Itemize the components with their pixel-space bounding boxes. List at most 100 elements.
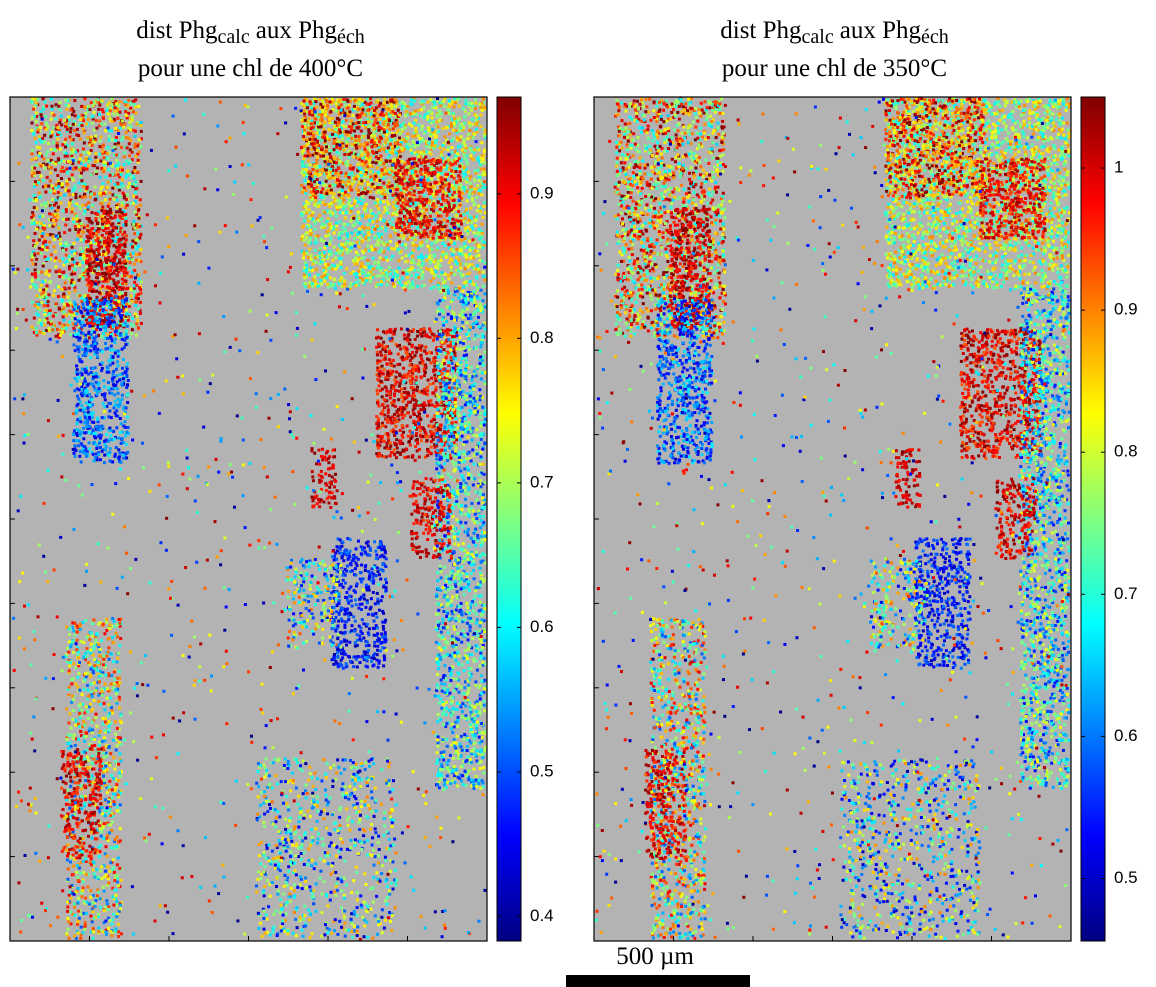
map-pixel [314,228,317,231]
map-pixel [368,159,371,162]
map-pixel [118,214,121,217]
map-pixel [78,329,81,332]
map-pixel [377,261,380,264]
map-pixel [368,265,371,268]
scale-bar-label: 500 µm [616,943,694,970]
map-pixel [469,182,472,185]
map-pixel [64,281,67,284]
map-pixel [468,121,471,124]
map-pixel [101,108,104,111]
map-pixel [331,98,334,101]
map-pixel [477,254,480,257]
map-pixel [341,226,344,229]
map-pixel [125,386,128,389]
map-pixel [458,187,461,190]
map-pixel [464,227,467,230]
map-pixel [107,157,110,160]
map-pixel [307,186,310,189]
map-pixel [112,370,115,373]
map-pixel [465,159,468,162]
map-pixel [115,210,118,213]
map-pixel [97,227,100,230]
map-pixel [83,351,86,354]
map-pixel [403,107,406,110]
map-pixel [77,161,80,164]
map-pixel [450,266,453,269]
map-pixel [75,133,78,136]
map-pixel [44,272,47,275]
map-pixel [87,411,90,414]
map-pixel [116,304,119,307]
map-pixel [350,210,353,213]
map-pixel [430,271,433,274]
map-pixel [67,116,70,119]
map-pixel [108,291,111,294]
map-pixel [97,243,100,246]
map-pixel [453,117,456,120]
map-pixel [101,202,104,205]
map-pixel [92,250,95,253]
map-pixel [65,248,68,251]
map-pixel [398,267,401,270]
map-pixel [69,130,72,133]
map-pixel [305,267,308,270]
map-pixel [79,417,82,420]
map-pixel [134,304,137,307]
map-pixel [63,119,66,122]
map-pixel [125,343,128,346]
map-pixel [468,240,471,243]
map-pixel [80,238,83,241]
map-pixel [360,174,363,177]
map-pixel [31,101,34,104]
map-pixel [383,243,386,246]
map-pixel [47,142,50,145]
map-pixel [59,109,62,112]
map-pixel [32,283,35,286]
map-pixel [379,269,382,272]
map-pixel [121,169,124,172]
map-pixel [76,319,79,322]
map-pixel [301,214,304,217]
map-pixel [401,128,404,131]
map-pixel [131,300,134,303]
map-pixel [34,304,37,307]
map-pixel [98,247,101,250]
map-pixel [121,295,124,298]
map-pixel [108,286,111,289]
map-pixel [458,105,461,108]
map-pixel [67,277,70,280]
map-pixel [389,115,392,118]
map-pixel [94,186,97,189]
map-pixel [411,241,414,244]
map-pixel [448,100,451,103]
map-pixel [61,331,64,334]
map-pixel [111,217,114,220]
map-pixel [478,271,481,274]
map-pixel [407,280,410,283]
map-pixel [421,274,424,277]
map-pixel [125,160,128,163]
map-pixel [303,276,306,279]
map-pixel [87,373,90,376]
map-pixel [310,232,313,235]
map-pixel [115,262,118,265]
map-pixel [308,281,311,284]
map-pixel [371,230,374,233]
map-pixel [456,152,459,155]
map-pixel [64,99,67,102]
map-pixel [112,229,115,232]
map-pixel [328,243,331,246]
map-pixel [134,135,137,138]
map-pixel [320,239,323,242]
map-pixel [40,271,43,274]
map-pixel [34,137,37,140]
map-pixel [61,298,64,301]
map-pixel [77,398,80,401]
map-pixel [123,339,126,342]
map-panel [10,97,487,941]
map-pixel [44,167,47,170]
map-pixel [91,211,94,214]
map-pixel [323,280,326,283]
map-pixel [126,170,129,173]
